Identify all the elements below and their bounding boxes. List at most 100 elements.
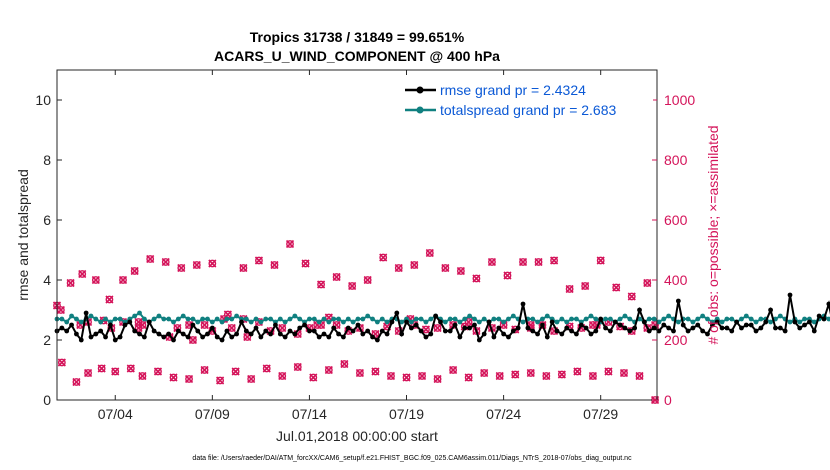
rmse-point <box>137 331 142 337</box>
rmse-point <box>646 328 652 334</box>
legend-rmse-marker <box>416 86 424 94</box>
totalspread-point <box>243 316 249 322</box>
totalspread-point <box>540 316 545 322</box>
totalspread-point <box>559 316 565 322</box>
totalspread-point <box>777 313 783 319</box>
obs-assimilated-marker <box>188 335 197 345</box>
rmse-point <box>627 328 633 334</box>
x-tick-label: 07/04 <box>98 406 133 422</box>
rmse-point <box>797 325 803 331</box>
rmse-point <box>404 319 409 325</box>
obs-possible-marker <box>231 367 240 376</box>
obs-assimilated-marker <box>153 367 163 376</box>
obs-assimilated-marker <box>278 323 287 333</box>
totalspread-point <box>341 319 346 325</box>
obs-possible-marker <box>495 372 504 380</box>
obs-assimilated-marker <box>340 359 349 369</box>
obs-possible-marker <box>84 369 92 377</box>
rmse-point <box>442 328 448 334</box>
rmse-point <box>578 322 584 328</box>
rmse-point <box>107 322 113 328</box>
rmse-point <box>472 322 477 328</box>
totalspread-point <box>229 316 235 322</box>
obs-assimilated-marker <box>379 253 388 262</box>
x-tick-label: 07/14 <box>292 406 327 422</box>
obs-possible-marker <box>464 318 473 326</box>
rmse-point <box>224 328 230 334</box>
x-tick-label: 07/09 <box>195 406 230 422</box>
rmse-point <box>151 328 157 334</box>
obs-possible-marker <box>72 378 81 386</box>
totalspread-point <box>326 319 332 325</box>
obs-possible-marker <box>433 375 442 383</box>
rmse-point <box>510 328 516 334</box>
obs-assimilated-marker <box>371 367 380 376</box>
rmse-point <box>777 325 783 331</box>
obs-assimilated-marker <box>355 368 364 378</box>
obs-possible-marker <box>635 372 644 380</box>
obs-assimilated-marker <box>635 371 644 381</box>
rmse-point <box>792 319 798 325</box>
obs-possible-marker <box>627 292 636 301</box>
obs-possible-marker <box>278 324 287 332</box>
obs-assimilated-marker <box>239 263 248 273</box>
obs-assimilated-marker <box>138 371 147 381</box>
totalspread-point <box>690 319 696 325</box>
obs-possible-marker <box>596 256 605 265</box>
rmse-point <box>816 313 822 319</box>
rmse-point <box>496 325 502 331</box>
obs-assimilated-marker <box>511 370 520 379</box>
totalspread-point <box>501 319 507 325</box>
obs-assimilated-marker <box>78 269 87 279</box>
obs-possible-marker <box>111 367 120 376</box>
rmse-point <box>132 328 138 334</box>
obs-possible-marker <box>301 259 310 268</box>
totalspread-point <box>141 316 147 322</box>
totalspread-point <box>195 319 201 325</box>
obs-possible-marker <box>189 336 197 344</box>
totalspread-point <box>520 319 526 325</box>
y-axis-right-label: # of obs: o=possible; ×=assimilated <box>705 125 721 344</box>
rmse-point <box>758 325 764 331</box>
totalspread-point <box>93 316 99 322</box>
rmse-point <box>141 334 147 340</box>
obs-possible-marker <box>91 276 100 284</box>
totalspread-point <box>457 319 463 325</box>
rmse-point <box>326 334 332 340</box>
rmse-point <box>666 325 672 331</box>
rmse-point <box>321 331 327 337</box>
totalspread-point <box>413 316 419 322</box>
obs-assimilated-marker <box>118 275 128 285</box>
rmse-point <box>637 307 642 313</box>
totalspread-point <box>307 316 312 322</box>
rmse-point <box>311 328 317 334</box>
rmse-point <box>59 325 65 331</box>
rmse-point <box>307 328 312 334</box>
totalspread-point <box>171 319 176 325</box>
rmse-point <box>530 328 536 334</box>
totalspread-point <box>428 316 434 322</box>
rmse-point <box>695 322 701 328</box>
obs-possible-marker <box>286 240 294 248</box>
totalspread-point <box>607 316 613 322</box>
obs-assimilated-marker <box>433 323 442 333</box>
rmse-point <box>554 328 560 334</box>
obs-assimilated-marker <box>293 329 302 339</box>
rmse-point <box>603 325 608 331</box>
y-left-tick-label: 10 <box>35 92 51 108</box>
obs-assimilated-marker <box>464 373 473 382</box>
obs-assimilated-marker <box>169 373 178 382</box>
obs-assimilated-marker <box>573 367 582 376</box>
totalspread-point <box>209 319 215 325</box>
rmse-point <box>205 331 210 337</box>
rmse-point <box>807 319 812 325</box>
totalspread-point <box>219 319 225 325</box>
totalspread-point <box>472 316 477 322</box>
obs-possible-marker <box>526 369 535 377</box>
rmse-point <box>535 331 540 337</box>
obs-possible-marker <box>340 360 349 368</box>
rmse-point <box>787 292 793 298</box>
totalspread-point <box>700 313 706 319</box>
obs-assimilated-marker <box>177 263 186 273</box>
rmse-point <box>127 319 133 325</box>
